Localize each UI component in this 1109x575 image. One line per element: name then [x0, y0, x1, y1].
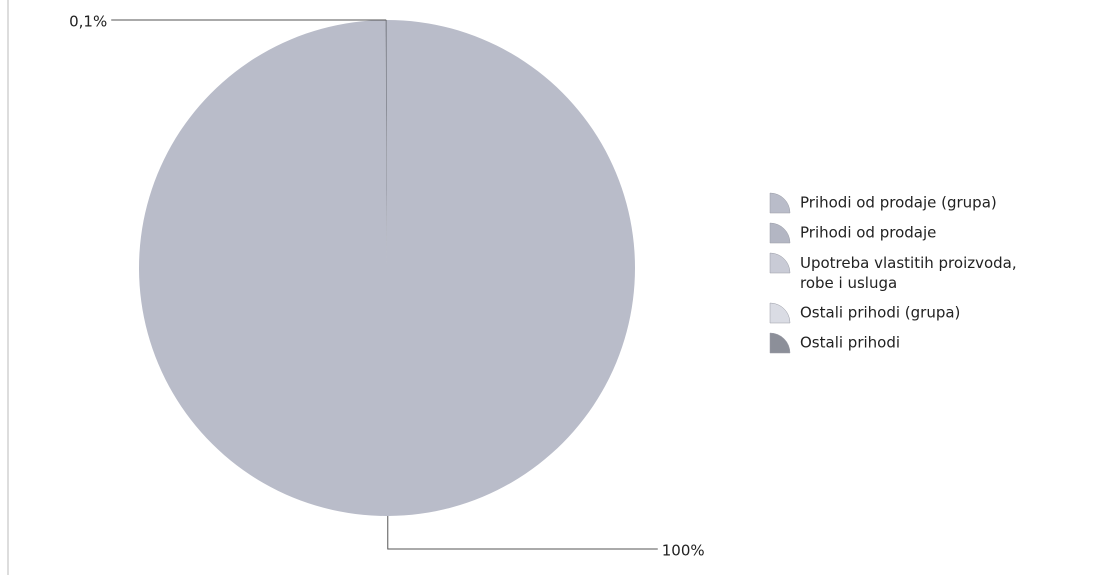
legend-swatch: [769, 192, 791, 214]
leader-line: [387, 515, 658, 550]
pie-slice: [138, 20, 635, 517]
pie-slice: [385, 20, 387, 268]
legend-swatch: [769, 302, 791, 324]
legend-swatch: [769, 332, 791, 354]
legend-label: Prihodi od prodaje (grupa): [800, 194, 997, 212]
legend-swatch: [769, 252, 791, 274]
legend-label: Upotreba vlastitih proizvoda, robe i uslu…: [800, 254, 1017, 292]
legend-label: Ostali prihodi: [800, 334, 900, 352]
legend-label: Prihodi od prodaje: [800, 224, 936, 242]
legend-label: Ostali prihodi (grupa): [800, 304, 960, 322]
data-label: 0,1%: [69, 13, 107, 31]
legend-swatch: [769, 222, 791, 244]
data-label: 100%: [662, 541, 705, 559]
